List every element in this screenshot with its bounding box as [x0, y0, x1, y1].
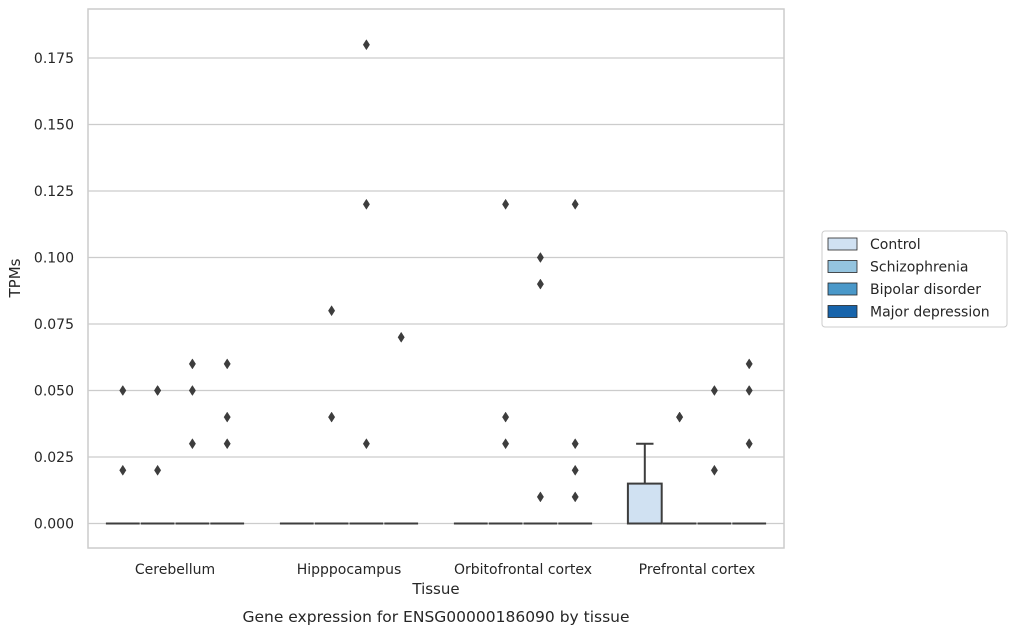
- outlier-point: [745, 438, 753, 450]
- outlier-point: [328, 411, 336, 423]
- outlier-point: [745, 358, 753, 370]
- outlier-point: [676, 411, 684, 423]
- y-tick-label: 0.100: [34, 251, 74, 267]
- outlier-point: [154, 385, 162, 396]
- outlier-point: [536, 278, 544, 290]
- outlier-point: [571, 438, 579, 450]
- x-tick-label: Orbitofrontal cortex: [454, 562, 592, 578]
- outlier-point: [536, 252, 544, 263]
- outlier-point: [362, 198, 370, 210]
- outlier-point: [188, 438, 196, 450]
- outlier-point: [154, 464, 162, 476]
- outlier-point: [223, 358, 231, 370]
- x-tick-label: Prefrontal cortex: [639, 562, 756, 578]
- legend-label-bipolar-disorder: Bipolar disorder: [870, 282, 981, 298]
- y-tick-label: 0.050: [34, 384, 74, 400]
- outlier-point: [502, 438, 510, 450]
- outliers: [119, 39, 753, 503]
- y-tick-label: 0.175: [34, 51, 74, 67]
- outlier-point: [571, 491, 579, 503]
- legend-swatch-major-depression: [827, 305, 858, 318]
- x-axis-label: Tissue: [411, 580, 459, 598]
- outlier-point: [223, 438, 231, 450]
- legend-swatch-control: [827, 237, 858, 251]
- outlier-point: [328, 305, 336, 317]
- legend-swatch-bipolar-disorder: [827, 282, 858, 296]
- outlier-point: [119, 464, 127, 476]
- outlier-point: [188, 385, 196, 396]
- outlier-point: [119, 385, 127, 396]
- y-tick-label: 0.125: [34, 184, 74, 200]
- legend-swatch-schizophrenia: [827, 260, 858, 273]
- outlier-point: [362, 438, 370, 450]
- boxes: [105, 442, 767, 525]
- chart-caption: Gene expression for ENSG00000186090 by t…: [242, 608, 629, 626]
- legend-frame: [821, 230, 1008, 328]
- x-tick-label: Hipppocampus: [297, 562, 402, 578]
- legend-label-schizophrenia: Schizophrenia: [870, 260, 968, 276]
- plot-frame: [87, 8, 785, 549]
- y-tick-labels: 0.000 0.025 0.050 0.075 0.100 0.125 0.150 0.175: [34, 51, 74, 533]
- y-tick-label: 0.000: [34, 517, 74, 533]
- grid-lines: [88, 57, 784, 525]
- outlier-point: [536, 491, 544, 503]
- outlier-point: [223, 411, 231, 423]
- legend-label-control: Control: [870, 237, 921, 253]
- outlier-point: [188, 358, 196, 370]
- outlier-point: [710, 464, 718, 476]
- x-tick-label: Cerebellum: [135, 562, 215, 578]
- box-body: [626, 482, 663, 525]
- x-tick-labels: Cerebellum Hipppocampus Orbitofrontal cort…: [135, 562, 755, 578]
- outlier-point: [710, 385, 718, 396]
- outlier-point: [397, 331, 405, 343]
- y-axis-label: TPMs: [6, 258, 24, 298]
- outlier-point: [571, 198, 579, 210]
- legend: Control Schizophrenia Bipolar disorder Majo…: [821, 230, 1008, 328]
- outlier-point: [362, 39, 370, 51]
- outlier-point: [502, 198, 510, 210]
- legend-label-major-depression: Major depression: [870, 305, 990, 321]
- outlier-point: [571, 464, 579, 476]
- outlier-point: [745, 385, 753, 396]
- outlier-point: [502, 411, 510, 423]
- box-control-prefrontal-cortex: [626, 442, 663, 525]
- y-tick-label: 0.075: [34, 317, 74, 333]
- y-tick-label: 0.025: [34, 450, 74, 466]
- y-tick-label: 0.150: [34, 118, 74, 134]
